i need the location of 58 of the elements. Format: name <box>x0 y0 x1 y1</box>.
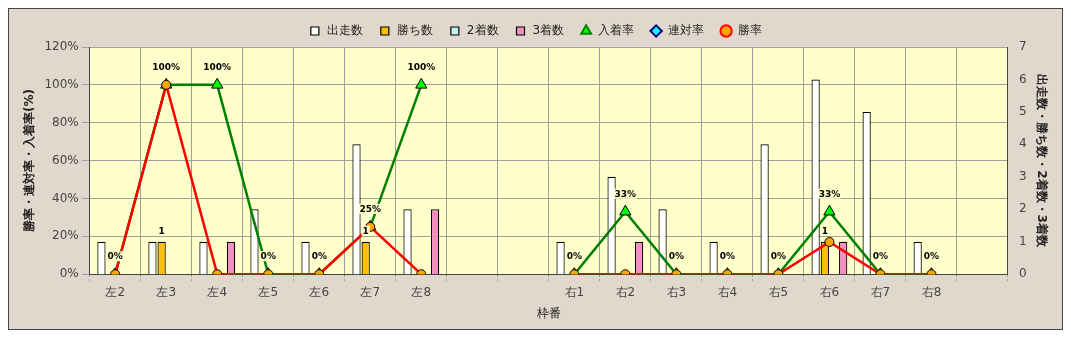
y-tick-label: 120% <box>44 39 79 54</box>
data-label: 1 <box>821 225 828 236</box>
x-tick-label: 左2 <box>105 284 126 299</box>
y2-tick-label: 4 <box>1018 136 1027 151</box>
data-label: 100% <box>203 61 232 72</box>
data-label: 0% <box>260 251 276 262</box>
x-tick-label: 右7 <box>870 284 891 299</box>
y-tick-label: 100% <box>44 76 79 91</box>
data-label: 0% <box>668 251 685 262</box>
x-tick-label: 左7 <box>360 284 381 299</box>
y-tick-label: 0% <box>59 266 79 281</box>
data-label: 33% <box>614 188 637 199</box>
x-axis-title: 枠番 <box>535 305 561 320</box>
x-tick-label: 左8 <box>411 284 432 299</box>
legend-label: 入着率 <box>598 23 635 38</box>
x-tick-label: 左3 <box>156 284 177 299</box>
x-tick-label: 右6 <box>819 284 840 299</box>
data-label: 33% <box>818 188 841 199</box>
data-label: 0% <box>923 251 940 262</box>
x-tick-label: 右2 <box>615 284 636 299</box>
legend-label: 3着数 <box>532 23 565 38</box>
data-label: 0% <box>719 251 736 262</box>
legend-label: 出走数 <box>326 23 363 38</box>
y2-tick-label: 3 <box>1018 168 1027 183</box>
data-label: 0% <box>872 251 889 262</box>
data-label: 0% <box>566 251 582 262</box>
legend-label: 勝率 <box>738 23 763 38</box>
y-tick-label: 80% <box>52 114 79 129</box>
data-label: 1 <box>158 225 165 236</box>
y2-axis-title: 出走数・勝ち数・2着数・3着数 <box>1034 74 1049 248</box>
y2-tick-label: 6 <box>1018 71 1027 86</box>
data-label: 0% <box>311 251 327 262</box>
y-tick-label: 20% <box>52 228 79 243</box>
y-tick-label: 60% <box>52 152 79 167</box>
x-tick-label: 左4 <box>207 284 228 299</box>
y-tick-label: 40% <box>52 190 79 205</box>
legend-label: 勝ち数 <box>396 23 433 38</box>
x-tick-label: 右1 <box>564 284 585 299</box>
x-tick-label: 右5 <box>768 284 789 299</box>
y2-tick-label: 2 <box>1018 201 1027 216</box>
legend-label: 2着数 <box>466 23 499 38</box>
legend-label: 連対率 <box>668 23 705 38</box>
data-label: 0% <box>770 251 787 262</box>
y2-tick-label: 0 <box>1018 266 1027 281</box>
y-axis-title: 勝率・連対率・入着率(%) <box>22 89 37 234</box>
data-label: 0% <box>107 251 123 262</box>
data-label: 1 <box>362 225 369 236</box>
x-tick-label: 左5 <box>258 284 279 299</box>
x-tick-label: 右8 <box>921 284 942 299</box>
x-tick-label: 右4 <box>717 284 738 299</box>
y2-tick-label: 7 <box>1018 39 1027 54</box>
data-label: 100% <box>152 61 181 72</box>
x-tick-label: 左6 <box>309 284 330 299</box>
y2-tick-label: 5 <box>1018 104 1027 119</box>
x-tick-label: 右3 <box>666 284 687 299</box>
data-label: 25% <box>359 203 382 214</box>
data-label: 100% <box>407 61 436 72</box>
y2-tick-label: 1 <box>1018 233 1027 248</box>
